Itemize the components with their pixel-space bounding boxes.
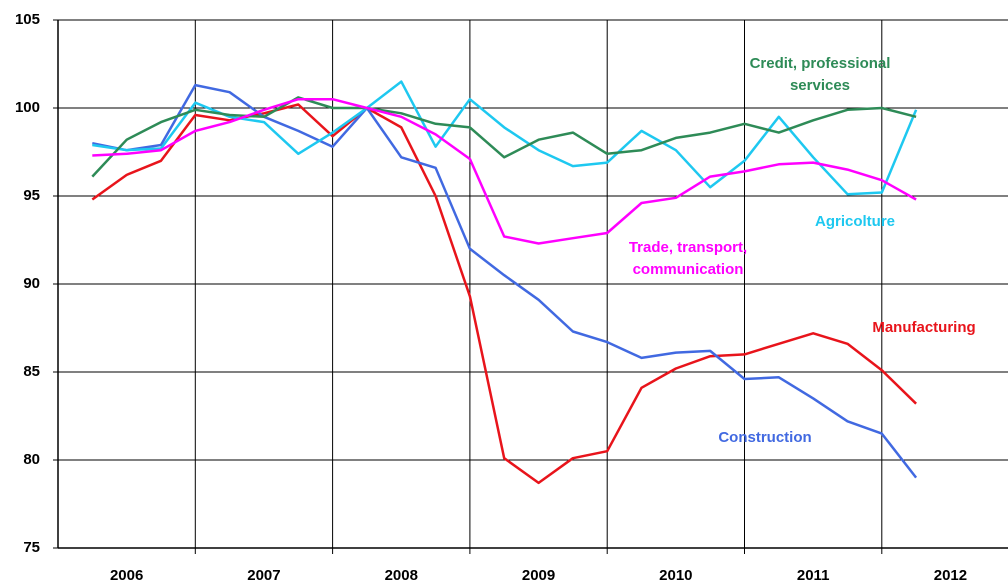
y-tick-label: 95 (23, 187, 40, 204)
series-label: Agricolture (814, 213, 895, 230)
series-label: Manufacturing (872, 319, 976, 336)
series-line (91, 103, 917, 485)
x-tick-label: 2012 (934, 567, 967, 584)
y-tick-label: 100 (15, 99, 40, 116)
series-line (92, 80, 918, 196)
series-label: Credit, professional services (749, 55, 891, 94)
series-label: Trade, transport, communication (628, 239, 748, 278)
x-tick-label: 2008 (385, 567, 418, 584)
series-line (91, 96, 917, 178)
y-tick-label: 105 (15, 11, 40, 28)
series-line (92, 97, 917, 245)
x-tick-label: 2010 (659, 567, 692, 584)
x-tick-label: 2006 (110, 567, 143, 584)
x-tick-label: 2011 (797, 567, 830, 584)
y-tick-label: 75 (23, 539, 40, 556)
x-tick-label: 2009 (522, 567, 555, 584)
y-tick-label: 90 (23, 275, 40, 292)
series-line (92, 83, 918, 479)
series-label: Construction (718, 429, 812, 446)
y-tick-label: 85 (23, 363, 40, 380)
y-tick-label: 80 (23, 451, 40, 468)
x-tick-label: 2007 (247, 567, 280, 584)
